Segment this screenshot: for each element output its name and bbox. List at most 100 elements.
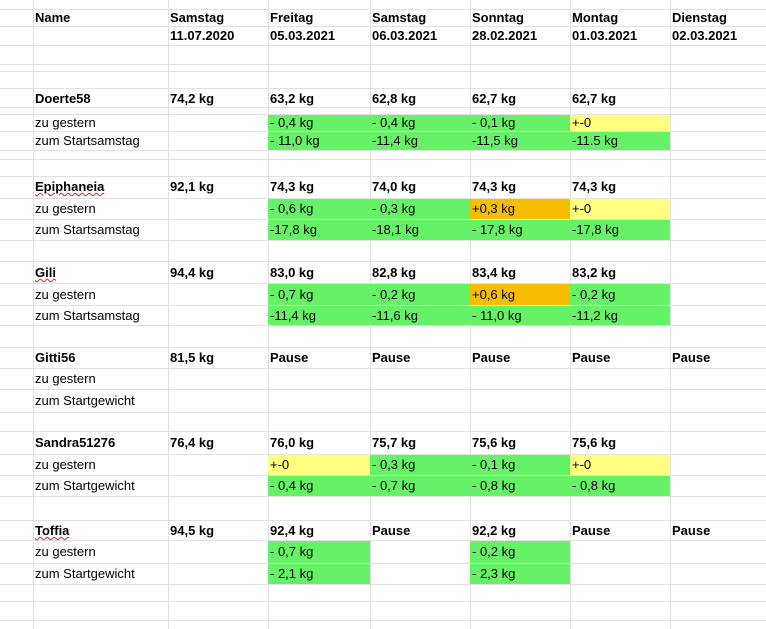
total-cell[interactable]: -11,6 kg (370, 306, 470, 325)
total-cell[interactable]: -17,8 kg (570, 220, 670, 240)
total-cell[interactable] (268, 390, 370, 412)
header-date-cell[interactable]: 02.03.2021 (670, 27, 766, 45)
diff-cell[interactable]: - 0,4 kg (370, 115, 470, 131)
diff-cell[interactable]: +-0 (570, 115, 670, 131)
diff-cell[interactable] (570, 541, 670, 563)
total-cell[interactable] (370, 564, 470, 584)
total-label-cell[interactable]: zum Startsamstag (33, 306, 168, 325)
weight-cell[interactable]: 75,6 kg (470, 432, 570, 454)
weight-cell[interactable]: 92,2 kg (470, 521, 570, 540)
diff-cell[interactable] (168, 369, 268, 389)
weight-cell[interactable] (670, 432, 766, 454)
diff-cell[interactable] (168, 115, 268, 131)
total-cell[interactable] (168, 564, 268, 584)
diff-cell[interactable]: +-0 (570, 199, 670, 219)
participant-name-cell[interactable]: Gitti56 (33, 348, 168, 368)
total-cell[interactable] (670, 306, 766, 325)
weight-cell[interactable]: 62,7 kg (470, 91, 570, 107)
header-date-cell[interactable]: 01.03.2021 (570, 27, 670, 45)
diff-cell[interactable]: +-0 (570, 455, 670, 475)
weight-cell[interactable]: 62,8 kg (370, 91, 470, 107)
weight-cell[interactable] (670, 177, 766, 196)
diff-cell[interactable]: - 0,2 kg (570, 284, 670, 305)
total-cell[interactable] (370, 390, 470, 412)
total-cell[interactable]: -11,5 kg (470, 132, 570, 150)
weight-cell[interactable]: 81,5 kg (168, 348, 268, 368)
total-cell[interactable] (670, 132, 766, 150)
diff-cell[interactable] (168, 284, 268, 305)
diff-cell[interactable] (268, 369, 370, 389)
weight-cell[interactable]: 63,2 kg (268, 91, 370, 107)
weight-cell[interactable]: 94,5 kg (168, 521, 268, 540)
weight-cell[interactable]: Pause (470, 348, 570, 368)
total-label-cell[interactable]: zum Startsamstag (33, 132, 168, 150)
diff-cell[interactable] (168, 199, 268, 219)
total-cell[interactable]: - 2,1 kg (268, 564, 370, 584)
diff-label-cell[interactable]: zu gestern (33, 284, 168, 305)
weight-cell[interactable]: 83,0 kg (268, 262, 370, 283)
total-cell[interactable] (670, 390, 766, 412)
diff-cell[interactable] (168, 541, 268, 563)
total-cell[interactable] (670, 476, 766, 496)
total-cell[interactable]: -11,4 kg (268, 306, 370, 325)
diff-label-cell[interactable]: zu gestern (33, 541, 168, 563)
weight-cell[interactable]: 75,6 kg (570, 432, 670, 454)
diff-cell[interactable]: - 0,1 kg (470, 115, 570, 131)
weight-cell[interactable]: Pause (370, 348, 470, 368)
total-cell[interactable] (570, 390, 670, 412)
weight-cell[interactable]: 83,4 kg (470, 262, 570, 283)
weight-cell[interactable]: 76,0 kg (268, 432, 370, 454)
header-day-cell[interactable]: Samstag (370, 10, 470, 26)
diff-cell[interactable]: - 0,4 kg (268, 115, 370, 131)
diff-cell[interactable] (370, 541, 470, 563)
header-day-cell[interactable]: Dienstag (670, 10, 766, 26)
diff-cell[interactable]: - 0,3 kg (370, 455, 470, 475)
diff-cell[interactable]: - 0,2 kg (370, 284, 470, 305)
diff-cell[interactable] (670, 115, 766, 131)
weight-cell[interactable]: Pause (370, 521, 470, 540)
total-cell[interactable]: -11.5 kg (570, 132, 670, 150)
diff-cell[interactable] (670, 369, 766, 389)
total-cell[interactable]: - 0,8 kg (470, 476, 570, 496)
diff-cell[interactable] (670, 199, 766, 219)
diff-cell[interactable] (670, 455, 766, 475)
weight-cell[interactable]: 74,3 kg (570, 177, 670, 196)
diff-cell[interactable]: - 0,1 kg (470, 455, 570, 475)
weight-cell[interactable] (670, 262, 766, 283)
weight-cell[interactable]: 92,4 kg (268, 521, 370, 540)
weight-cell[interactable]: 74,3 kg (268, 177, 370, 196)
header-day-cell[interactable]: Montag (570, 10, 670, 26)
diff-label-cell[interactable]: zu gestern (33, 199, 168, 219)
total-cell[interactable]: - 17,8 kg (470, 220, 570, 240)
diff-cell[interactable] (670, 284, 766, 305)
diff-cell[interactable] (570, 369, 670, 389)
weight-cell[interactable] (670, 91, 766, 107)
weight-cell[interactable]: 74,0 kg (370, 177, 470, 196)
total-label-cell[interactable]: zum Startgewicht (33, 564, 168, 584)
total-label-cell[interactable]: zum Startgewicht (33, 390, 168, 412)
total-cell[interactable]: - 0,8 kg (570, 476, 670, 496)
weight-cell[interactable]: 76,4 kg (168, 432, 268, 454)
weight-cell[interactable]: 62,7 kg (570, 91, 670, 107)
header-date-cell[interactable]: 11.07.2020 (168, 27, 268, 45)
total-cell[interactable]: -11,4 kg (370, 132, 470, 150)
total-cell[interactable] (570, 564, 670, 584)
header-day-cell[interactable]: Samstag (168, 10, 268, 26)
total-cell[interactable]: - 0,4 kg (268, 476, 370, 496)
total-cell[interactable]: - 2,3 kg (470, 564, 570, 584)
weight-cell[interactable]: 75,7 kg (370, 432, 470, 454)
diff-cell[interactable]: +0,6 kg (470, 284, 570, 305)
header-date-cell[interactable]: 05.03.2021 (268, 27, 370, 45)
total-label-cell[interactable]: zum Startgewicht (33, 476, 168, 496)
weight-cell[interactable]: Pause (570, 348, 670, 368)
weight-cell[interactable]: Pause (670, 348, 766, 368)
total-cell[interactable] (670, 564, 766, 584)
header-day-cell[interactable]: Freitag (268, 10, 370, 26)
total-cell[interactable] (168, 220, 268, 240)
header-date-cell[interactable]: 06.03.2021 (370, 27, 470, 45)
participant-name-cell[interactable]: Sandra51276 (33, 432, 168, 454)
diff-label-cell[interactable]: zu gestern (33, 369, 168, 389)
diff-cell[interactable]: +0,3 kg (470, 199, 570, 219)
header-name-cell[interactable]: Name (33, 10, 168, 26)
